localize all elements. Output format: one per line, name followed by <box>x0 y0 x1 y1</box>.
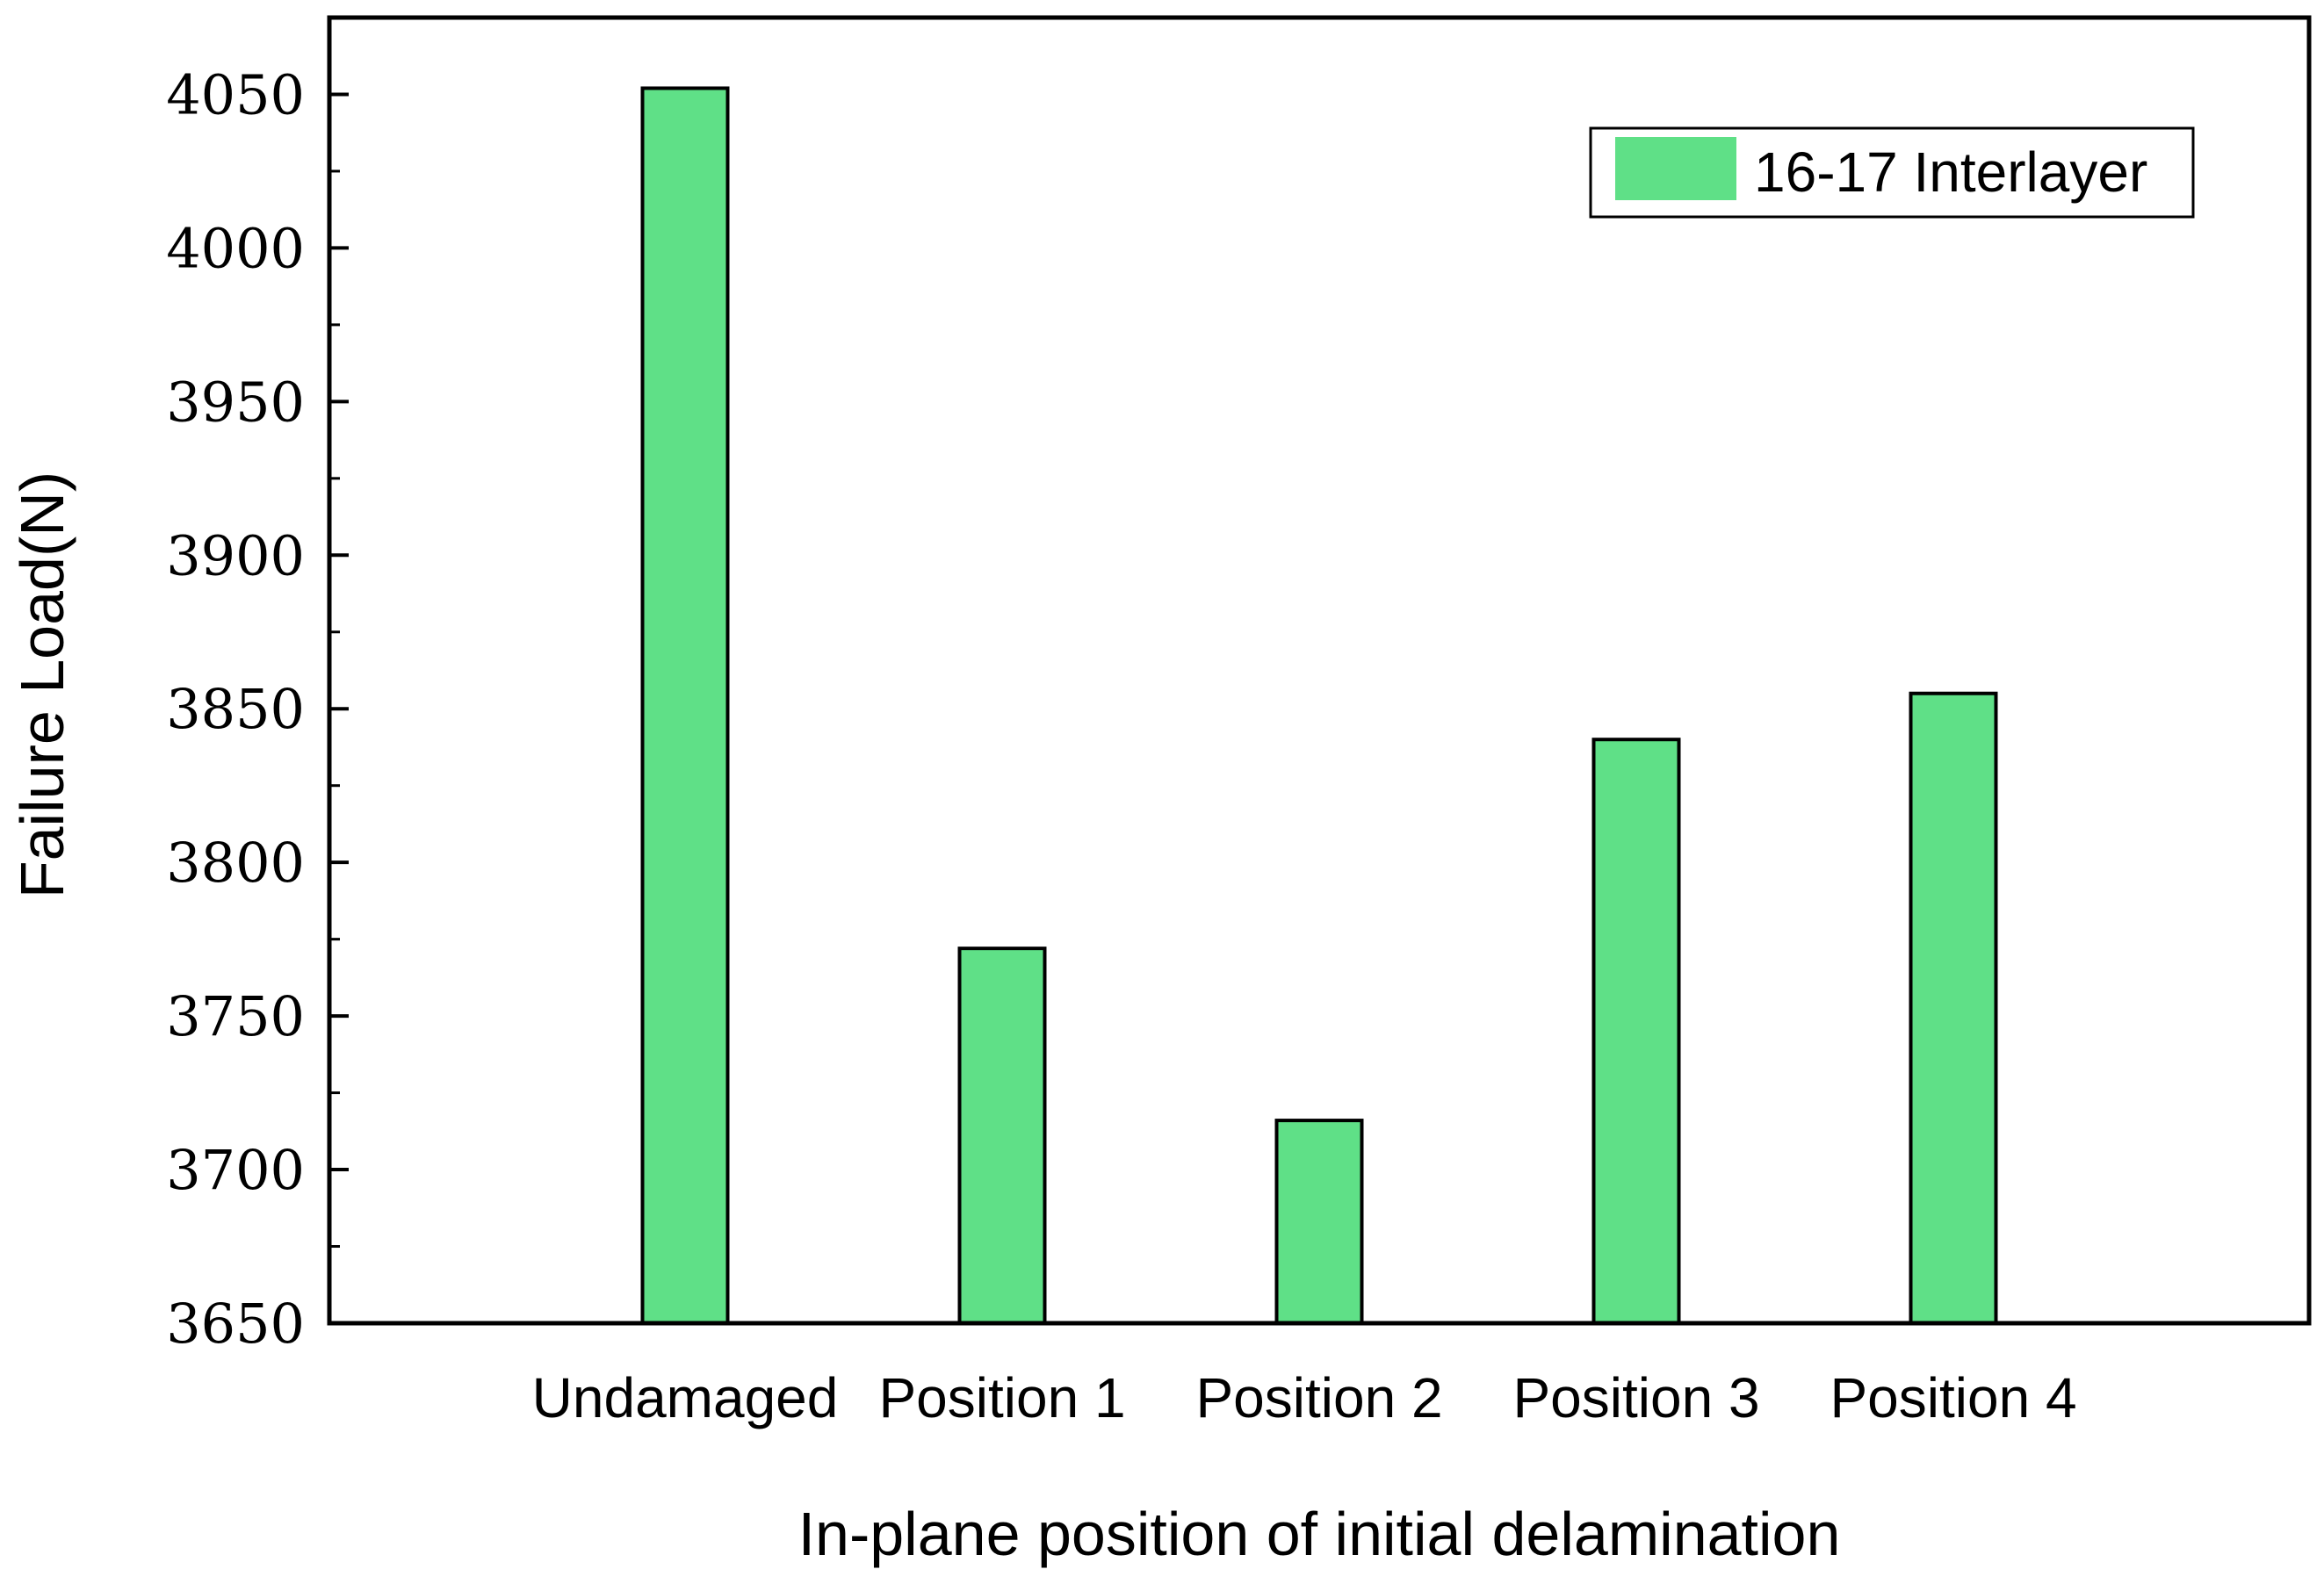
y-axis: 3650 3700 3750 3800 3850 3900 3950 4000 4050 <box>166 62 349 1356</box>
legend-swatch <box>1615 137 1736 200</box>
y-tick-label: 3750 <box>166 984 305 1048</box>
x-tick-label: Undamaged <box>532 1366 839 1429</box>
y-tick-label: 3950 <box>166 370 305 434</box>
legend-label: 16-17 Interlayer <box>1754 140 2147 204</box>
legend: 16-17 Interlayer <box>1589 126 2195 219</box>
bars <box>640 86 1998 1326</box>
bar-position-1 <box>957 947 1047 1326</box>
y-tick-label: 3650 <box>166 1292 305 1356</box>
bar-undamaged <box>640 86 730 1326</box>
y-axis-title: Failure Load(N) <box>8 472 76 898</box>
y-tick-label: 4050 <box>166 62 305 126</box>
x-tick-label: Position 3 <box>1512 1366 1759 1429</box>
y-tick-label: 3900 <box>166 523 305 587</box>
y-tick-label: 3800 <box>166 831 305 895</box>
bar-position-3 <box>1591 738 1681 1325</box>
x-axis: Undamaged Position 1 Position 2 Position 3 P… <box>532 1366 2077 1429</box>
y-tick-label: 3700 <box>166 1138 305 1202</box>
bar-position-4 <box>1909 691 1998 1325</box>
x-axis-title: In-plane position of initial delaminatio… <box>798 1500 1841 1568</box>
x-tick-label: Position 4 <box>1830 1366 2076 1429</box>
bar-position-2 <box>1274 1119 1364 1325</box>
plot-area-frame <box>327 15 2312 1326</box>
x-tick-label: Position 2 <box>1195 1366 1442 1429</box>
y-tick-label: 4000 <box>166 216 305 280</box>
x-tick-label: Position 1 <box>878 1366 1125 1429</box>
y-tick-label: 3850 <box>166 677 305 741</box>
